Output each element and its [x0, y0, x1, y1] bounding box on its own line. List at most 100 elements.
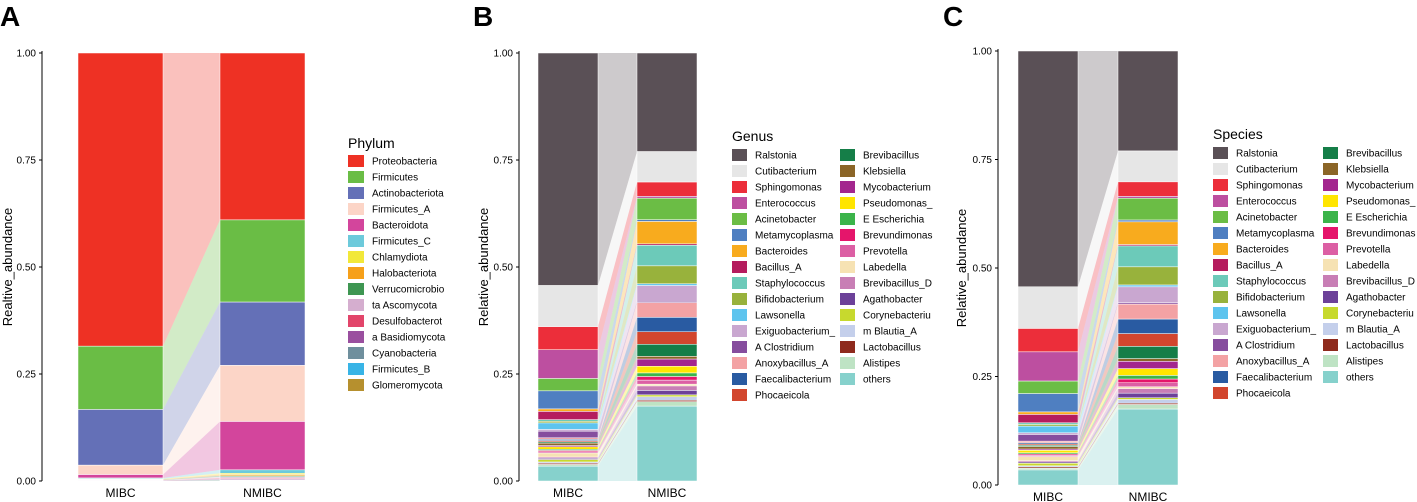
legend-swatch — [840, 261, 855, 273]
bar-segment-mibc-bacteroides — [537, 408, 599, 412]
bar-segment-mibc-ralstonia — [537, 52, 599, 286]
legend-swatch — [732, 261, 747, 273]
legend-label: Brevibacillus_D — [1346, 277, 1415, 288]
flow-faecalibacterium — [1078, 319, 1118, 445]
legend-label: Lawsonella — [1236, 309, 1286, 320]
flow-bacteroides — [598, 221, 637, 412]
bar-segment-nmibc-m-blautia-a — [1117, 399, 1179, 404]
legend-swatch — [1213, 227, 1228, 239]
legend-label: Cutibacterium — [1236, 165, 1298, 176]
flow-prevotella — [598, 380, 637, 454]
flow-acinetobacter — [598, 198, 637, 391]
legend-item: Pseudomonas_ — [1323, 195, 1416, 208]
legend-swatch — [348, 379, 364, 391]
legend-label: Acinetobacter — [755, 215, 817, 226]
legend-item: Desulfobacterot — [348, 315, 442, 328]
legend-swatch — [1213, 195, 1228, 207]
flow-brevundimonas — [598, 376, 637, 452]
legend-swatch — [1213, 339, 1228, 351]
flow-mycobacterium — [1078, 361, 1118, 451]
legend-label: Metamycoplasma — [1236, 229, 1315, 240]
flow-lactobacillus — [1078, 403, 1118, 469]
legend-swatch — [732, 165, 747, 177]
legend-label: Metamycoplasma — [755, 231, 834, 242]
bar-segment-nmibc-klebsiella — [1117, 358, 1179, 362]
legend-label: Firmicutes_A — [372, 205, 431, 216]
bar-segment-mibc-anoxybacillus-a — [1017, 440, 1079, 444]
legend-label: Anoxybacillus_A — [755, 359, 829, 370]
legend-label: Alistipes — [1346, 357, 1383, 368]
legend-item: Mycobacterium — [840, 181, 931, 194]
legend-label: Faecalibacterium — [755, 375, 831, 386]
bar-segment-nmibc-sphingomonas — [636, 181, 698, 197]
legend-swatch — [1323, 307, 1338, 319]
bar-segment-mibc-sphingomonas — [537, 326, 599, 350]
legend-item: Phocaeicola — [732, 389, 810, 402]
legend-item: Bacillus_A — [732, 261, 802, 274]
flow-m-blautia-a — [1078, 399, 1118, 468]
legend-swatch — [1323, 371, 1338, 383]
legend-swatch — [348, 299, 364, 311]
flow-agathobacter — [1078, 393, 1118, 464]
flow-bacteroidota — [163, 421, 220, 479]
bar-segment-nmibc-firmicutes — [219, 219, 306, 303]
bar-segment-nmibc-cutibacterium — [636, 151, 698, 183]
flow-lactobacillus — [598, 400, 637, 465]
legend-label: E Escherichia — [863, 215, 925, 226]
bar-segment-nmibc-corynebacteriu — [636, 394, 698, 397]
bar-segment-nmibc-labedella — [1117, 386, 1179, 389]
flow-phocaeicola — [1078, 333, 1118, 446]
legend-label: ta Ascomycota — [372, 301, 437, 312]
legend-label: Actinobacteriota — [372, 189, 444, 200]
flow-layer — [1078, 51, 1118, 485]
bar-segment-nmibc-lawsonella — [1117, 284, 1179, 288]
bar-segment-nmibc-phocaeicola — [1117, 333, 1179, 347]
bar-segment-nmibc-actinobacteriota — [219, 301, 306, 366]
panel-a: A 0.00 0.25 0.50 0.75 1.00 Realtive_abundance M… — [0, 1, 446, 500]
flow-pseudomonas — [1078, 368, 1118, 453]
bar-segment-nmibc-others — [636, 405, 698, 482]
bar-segment-nmibc-e-escherichia — [1117, 375, 1179, 380]
flow-firmicutes-a — [163, 365, 220, 475]
legend-swatch — [840, 149, 855, 161]
flow-ralstonia — [598, 53, 637, 286]
legend: Genus Ralstonia Cutibacterium Sphingomonas E… — [732, 128, 933, 402]
legend-item: Chlamydiota — [348, 251, 428, 264]
legend-label: Bacillus_A — [1236, 261, 1283, 272]
flow-agathobacter — [598, 390, 637, 460]
legend-label: Cutibacterium — [755, 167, 817, 178]
legend-item: others — [840, 373, 891, 386]
legend-label: Sphingomonas — [755, 183, 822, 194]
y-tick-label: 0.25 — [494, 370, 514, 381]
legend-label: Enterococcus — [755, 199, 816, 210]
flow-a-basidiomycota — [163, 478, 220, 481]
legend-item: Brevibacillus_D — [1323, 275, 1415, 288]
legend-swatch — [1213, 355, 1228, 367]
bar-layer — [77, 52, 306, 482]
legend-label: Staphylococcus — [755, 279, 825, 290]
legend-item: Faecalibacterium — [1213, 371, 1312, 384]
legend-item: Cyanobacteria — [348, 347, 437, 360]
legend-swatch — [348, 283, 364, 295]
legend-label: Chlamydiota — [372, 253, 428, 264]
legend-item: m Blautia_A — [1323, 323, 1400, 336]
legend-item: Actinobacteriota — [348, 187, 444, 200]
bar-segment-nmibc-ralstonia — [636, 52, 698, 152]
legend-swatch — [1213, 211, 1228, 223]
legend-swatch — [1323, 195, 1338, 207]
bar-segment-nmibc-brevibacillus-d — [636, 385, 698, 391]
legend-item: m Blautia_A — [840, 325, 917, 338]
legend-swatch — [1323, 211, 1338, 223]
legend-item: Labedella — [840, 261, 907, 274]
legend-label: Verrucomicrobio — [372, 285, 445, 296]
legend-swatch — [840, 197, 855, 209]
legend-item: Staphylococcus — [732, 277, 825, 290]
legend-swatch — [1213, 371, 1228, 383]
bar-segment-nmibc-phocaeicola — [636, 331, 698, 345]
legend-swatch — [840, 277, 855, 289]
legend-item: others — [1323, 371, 1374, 384]
flow-bacillus-a — [598, 243, 637, 420]
flow-corynebacteriu — [598, 394, 637, 463]
bar-segment-mibc-cutibacterium — [1017, 286, 1079, 329]
legend-swatch — [1213, 259, 1228, 271]
